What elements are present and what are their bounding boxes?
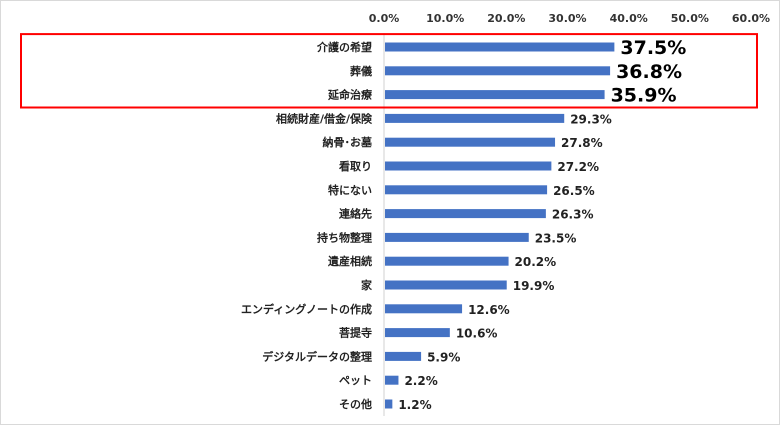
x-tick-label: 30.0%	[548, 12, 586, 25]
category-label: 介護の希望	[316, 40, 372, 54]
data-label: 23.5%	[535, 231, 577, 245]
data-label: 27.2%	[557, 160, 599, 174]
bar	[385, 42, 615, 52]
bar	[385, 280, 507, 290]
data-label: 27.8%	[561, 136, 603, 150]
category-label: 菩提寺	[339, 326, 372, 340]
category-label: ペット	[339, 374, 372, 387]
bar	[385, 185, 548, 195]
x-tick-label: 20.0%	[487, 12, 525, 25]
data-label: 1.2%	[398, 398, 431, 412]
x-tick-label: 50.0%	[671, 12, 709, 25]
category-label: 看取り	[339, 159, 372, 173]
bar	[385, 209, 546, 219]
bar	[385, 375, 399, 385]
data-label: 35.9%	[611, 85, 677, 107]
bar	[385, 232, 529, 242]
data-label: 20.2%	[515, 255, 557, 269]
data-label: 2.2%	[404, 374, 437, 388]
x-tick-label: 60.0%	[732, 12, 770, 25]
category-label: 延命治療	[327, 88, 373, 102]
data-label: 19.9%	[513, 279, 555, 293]
bar	[385, 161, 552, 171]
data-label: 10.6%	[456, 327, 498, 341]
category-label: 家	[361, 278, 373, 292]
data-label: 36.8%	[616, 61, 682, 83]
category-label: 連絡先	[339, 207, 372, 221]
bar	[385, 113, 565, 123]
data-label: 29.3%	[570, 112, 612, 126]
category-label: デジタルデータの整理	[262, 349, 372, 363]
category-label: その他	[339, 397, 372, 411]
category-label: 遺産相続	[327, 254, 372, 268]
bar	[385, 66, 611, 76]
x-tick-label: 40.0%	[610, 12, 648, 25]
bar	[385, 137, 556, 147]
category-label: 相続財産/借金/保険	[276, 111, 373, 125]
x-tick-label: 0.0%	[369, 12, 400, 25]
highlight-box	[20, 33, 758, 109]
data-label: 5.9%	[427, 350, 460, 364]
data-label: 37.5%	[620, 37, 686, 59]
bar	[385, 328, 450, 338]
category-label: 特にない	[328, 183, 372, 197]
category-label: 持ち物整理	[317, 230, 372, 244]
bar	[385, 399, 393, 409]
bar	[385, 90, 605, 100]
bar	[385, 256, 509, 266]
data-label: 26.3%	[552, 208, 594, 222]
category-label: 葬儀	[350, 64, 372, 78]
bar	[385, 351, 422, 361]
data-label: 26.5%	[553, 184, 595, 198]
data-label: 12.6%	[468, 303, 510, 317]
x-tick-label: 10.0%	[426, 12, 464, 25]
category-label: エンディングノートの作成	[241, 302, 372, 316]
bar	[385, 304, 463, 314]
category-label: 納骨･お墓	[323, 135, 373, 149]
